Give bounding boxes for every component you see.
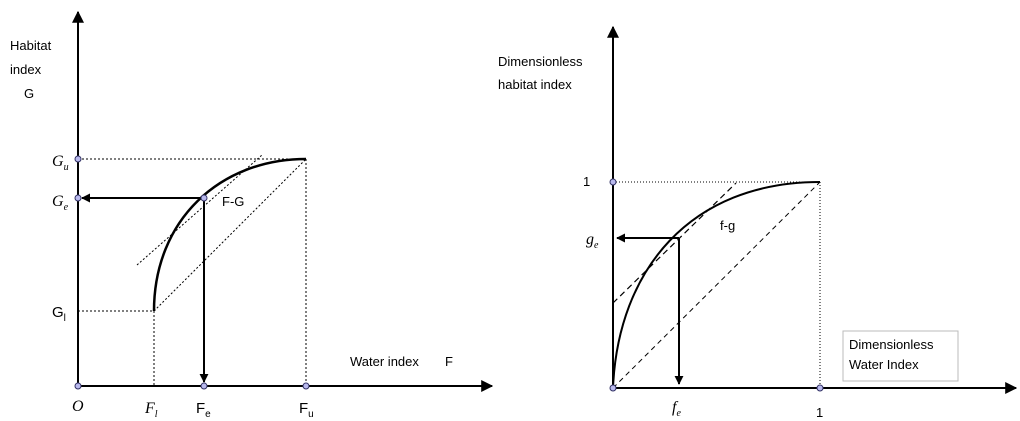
left-fu-point [302,382,310,390]
right-one-y-point [609,178,617,186]
left-gl-label: Gl [52,304,66,324]
right-diagram: Dimensionless habitat index Dimensionles… [498,25,1018,420]
left-fe-point [200,382,208,390]
left-fe-label: Fe [196,400,211,420]
right-tangent-dashed-line [612,182,737,304]
right-y-axis-label-line1: Dimensionless [498,54,583,69]
right-x-axis-label-box [842,330,959,382]
left-ge-point [74,194,82,202]
left-y-axis-symbol: G [24,86,34,101]
left-diagram: Habitat index G Water index F O Gu Ge Gl… [10,10,494,420]
left-ge-label: Ge [52,193,69,213]
left-gu-point [74,155,82,163]
left-origin-label: O [72,398,84,415]
right-x-tick-one: 1 [816,405,823,420]
left-equilibrium-point [200,194,208,202]
left-gu-label: Gu [52,153,69,173]
left-x-axis-symbol: F [445,354,453,369]
left-fl-label: Fl [144,400,158,420]
right-x-axis-label-line2: Water Index [849,357,919,372]
right-origin-point [609,384,617,392]
left-y-axis-label-line1: Habitat [10,38,52,53]
right-y-tick-one: 1 [583,174,590,189]
left-y-axis-label-line2: index [10,62,42,77]
right-y-axis-label-line2: habitat index [498,77,572,92]
right-fg-curve [612,181,821,389]
left-fg-curve [152,157,307,312]
left-origin-point [74,382,82,390]
right-diagonal-dashed-line [612,181,821,389]
left-x-axis-label: Water index [350,354,419,369]
left-curve-label: F-G [222,194,244,209]
right-ge-label: ge [586,231,599,251]
right-fe-label: fe [672,399,681,419]
right-x-axis-label-line1: Dimensionless [849,337,934,352]
left-fu-label: Fu [299,400,314,420]
right-curve-label: f-g [720,218,735,233]
left-diagonal-dotted-line [153,158,307,312]
right-one-x-point [816,384,824,392]
